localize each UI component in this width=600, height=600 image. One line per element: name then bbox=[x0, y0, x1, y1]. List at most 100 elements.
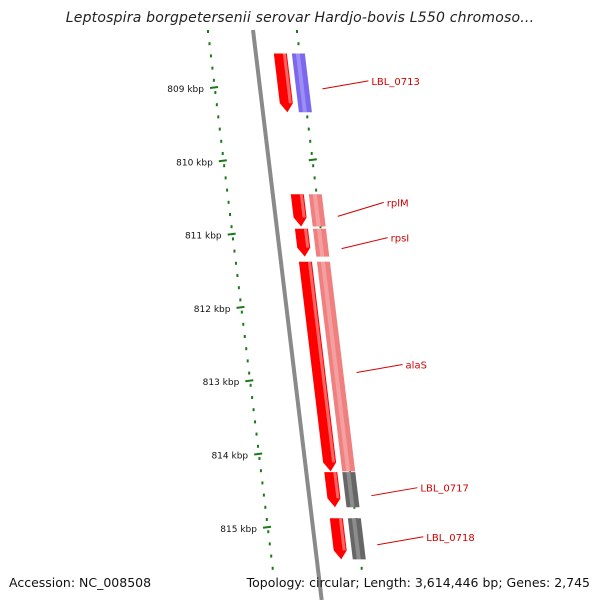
scale-tick bbox=[227, 232, 236, 236]
gene-arrow-highlight bbox=[338, 518, 346, 551]
gene-band-highlight bbox=[316, 228, 325, 257]
label-leader bbox=[322, 80, 369, 90]
gene-arrow-highlight bbox=[282, 53, 292, 104]
gene-arrow bbox=[273, 53, 293, 113]
scale-dot bbox=[207, 30, 209, 33]
scale-dot bbox=[214, 91, 217, 94]
gene-arrow bbox=[298, 261, 337, 472]
scale-tick-label: 809 kbp bbox=[167, 85, 204, 95]
gene-rpsi bbox=[294, 228, 330, 257]
scale-dot bbox=[353, 505, 356, 509]
scale-dot bbox=[233, 249, 236, 253]
gene-label: LBL_0713 bbox=[371, 77, 419, 88]
gene-features bbox=[273, 53, 366, 560]
scale-dot bbox=[248, 371, 251, 375]
scale-dot bbox=[208, 42, 211, 46]
scale-dot bbox=[312, 164, 315, 168]
scale-dot bbox=[229, 213, 232, 216]
scale-tick-label: 815 kbp bbox=[220, 525, 257, 535]
scale-dot bbox=[262, 493, 265, 497]
scale-tick bbox=[209, 86, 219, 89]
scale-dot bbox=[227, 200, 230, 204]
label-leader bbox=[341, 237, 388, 250]
scale-dots-inner bbox=[207, 30, 274, 570]
gene-alas bbox=[298, 261, 356, 472]
label-leader bbox=[371, 487, 418, 497]
scale-dot bbox=[218, 127, 221, 131]
scale-dot bbox=[313, 176, 316, 180]
scale-dot bbox=[209, 54, 212, 58]
label-leader bbox=[356, 364, 403, 374]
scale-dot bbox=[223, 164, 226, 168]
gene-band-highlight bbox=[351, 518, 361, 560]
scale-dot bbox=[239, 298, 242, 302]
scale-dot bbox=[220, 139, 223, 143]
scale-dot bbox=[236, 274, 239, 277]
scale-dot bbox=[319, 225, 322, 229]
gene-label: rpsI bbox=[391, 234, 410, 245]
scale-dot bbox=[315, 188, 318, 192]
scale-dot bbox=[226, 188, 229, 192]
scale-dot bbox=[211, 66, 214, 70]
scale-dot bbox=[270, 554, 273, 558]
scale-tick-label: 814 kbp bbox=[211, 452, 248, 462]
summary-text: Topology: circular; Length: 3,614,446 bp… bbox=[246, 575, 590, 590]
scale-dot bbox=[237, 286, 240, 290]
scale-tick bbox=[218, 159, 227, 163]
scale-dot bbox=[296, 30, 298, 33]
gene-band-highlight bbox=[346, 472, 355, 508]
gene-band bbox=[291, 53, 312, 113]
gene-band-highlight bbox=[295, 53, 307, 113]
scale-dot bbox=[297, 42, 300, 46]
gene-band bbox=[347, 518, 366, 560]
scale-tick bbox=[262, 525, 272, 529]
gene-label: LBL_0718 bbox=[426, 533, 474, 544]
gene-arrow-highlight bbox=[333, 472, 340, 499]
scale-tick bbox=[236, 305, 245, 309]
scale-dot bbox=[306, 115, 309, 119]
scale-dot bbox=[307, 127, 310, 131]
gene-label: rplM bbox=[387, 198, 409, 209]
scale-dot bbox=[254, 420, 257, 424]
scale-dot bbox=[242, 322, 245, 326]
accession-text: Accession: NC_008508 bbox=[9, 575, 152, 590]
scale-tick-label: 811 kbp bbox=[185, 232, 222, 242]
scale-dot bbox=[258, 457, 261, 460]
label-leader bbox=[377, 536, 424, 546]
scale-dot bbox=[246, 359, 249, 363]
scale-dot bbox=[268, 542, 271, 546]
gene-band bbox=[312, 228, 330, 257]
gene-lbl_0713 bbox=[273, 53, 312, 113]
gene-label: LBL_0717 bbox=[420, 484, 468, 495]
scale-dot bbox=[240, 310, 243, 314]
scale-dot bbox=[256, 444, 259, 448]
scale-dot bbox=[310, 152, 313, 155]
scale-dot bbox=[252, 408, 255, 412]
scale-dot bbox=[224, 176, 227, 180]
scale-tick bbox=[245, 379, 254, 383]
scale-dot bbox=[360, 566, 363, 570]
gene-lbl_0717 bbox=[324, 472, 360, 508]
gene-band bbox=[308, 194, 326, 227]
scale-dot bbox=[264, 505, 267, 509]
scale-dot bbox=[255, 432, 258, 436]
scale-tick-outer bbox=[308, 158, 317, 162]
scale-dot bbox=[271, 566, 274, 570]
scale-dot bbox=[259, 469, 262, 473]
scale-tick-label: 810 kbp bbox=[176, 158, 213, 168]
label-leader bbox=[337, 201, 384, 217]
scale-dot bbox=[261, 481, 264, 485]
gene-band-highlight bbox=[312, 194, 321, 227]
scale-dot bbox=[251, 396, 254, 399]
scale-tick-label: 813 kbp bbox=[203, 378, 240, 388]
gene-arrow-highlight bbox=[299, 194, 306, 218]
scale-dot bbox=[221, 152, 224, 155]
gene-arrow-highlight bbox=[303, 228, 310, 248]
scale-dot bbox=[245, 347, 248, 351]
scale-dot bbox=[217, 115, 220, 119]
scale-dot bbox=[267, 530, 270, 534]
gene-label: alaS bbox=[406, 361, 427, 372]
scale-dot bbox=[212, 78, 215, 82]
